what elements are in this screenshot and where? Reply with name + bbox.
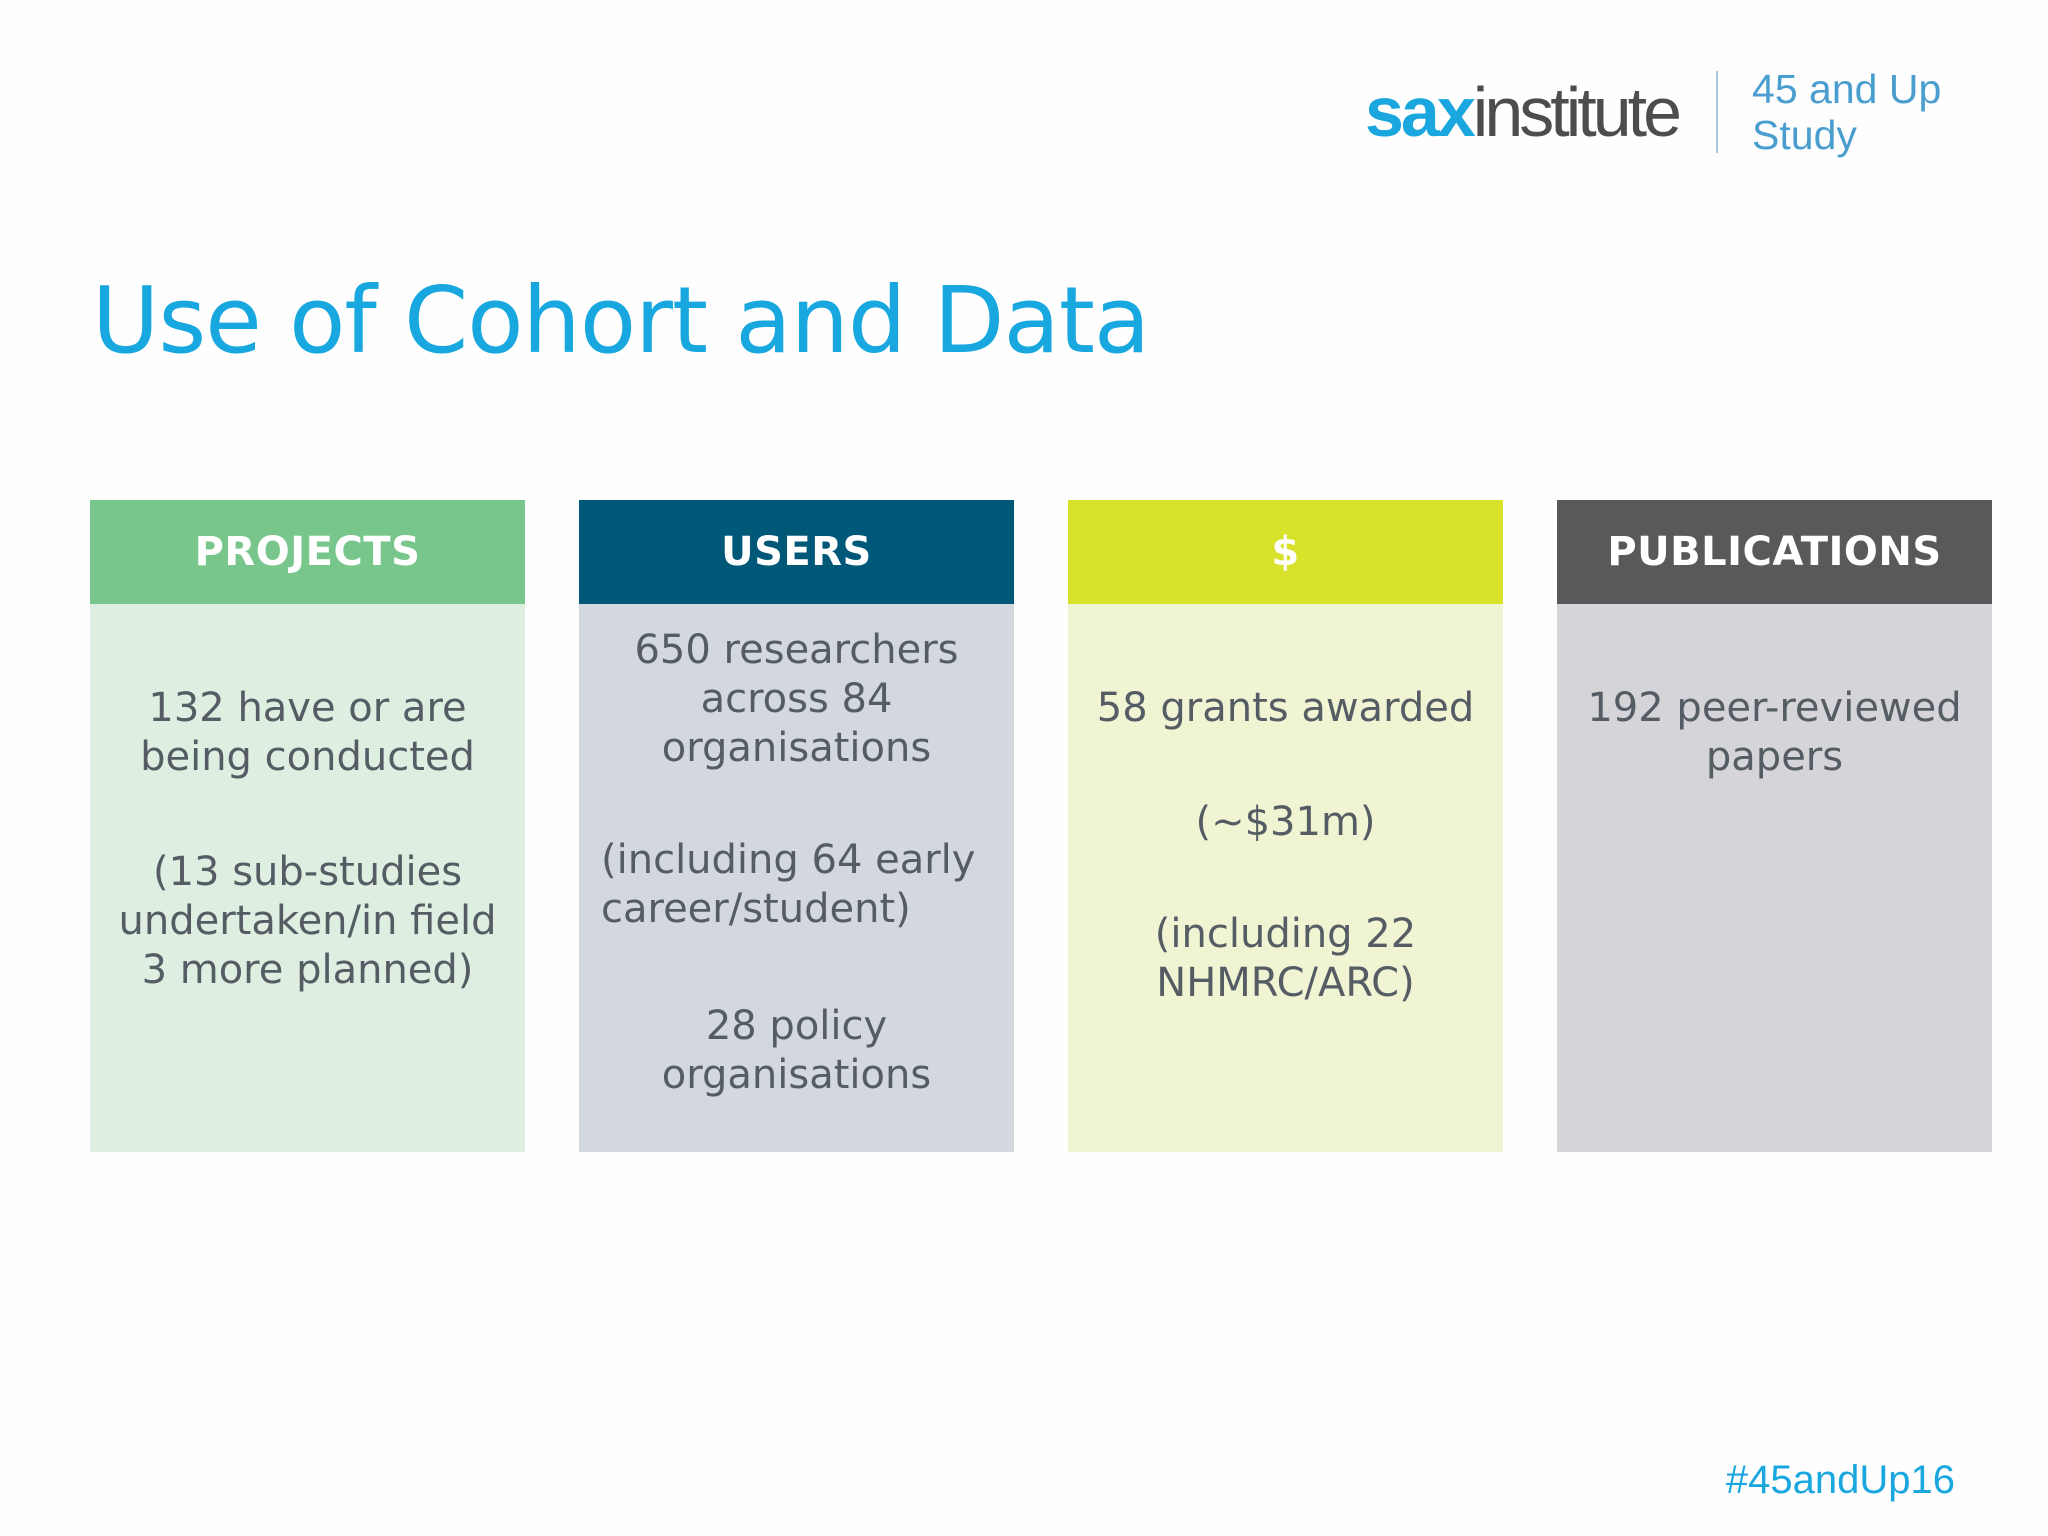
card-header-users: USERS — [579, 500, 1014, 604]
study-name-line1: 45 and Up — [1752, 66, 1942, 112]
sax-institute-logo: saxinstitute — [1365, 77, 1682, 147]
card-body-users: 650 researchers across 84 organisations … — [579, 604, 1014, 1152]
study-name-line2: Study — [1752, 112, 1857, 158]
card-header-publications: PUBLICATIONS — [1557, 500, 1992, 604]
logo-brand-bold: sax — [1365, 73, 1476, 151]
card-header-projects: PROJECTS — [90, 500, 525, 604]
logo: saxinstitute 45 and Up Study — [1365, 62, 1941, 162]
logo-brand-regular: institute — [1472, 73, 1682, 151]
hashtag: #45andUp16 — [1725, 1458, 1955, 1502]
card-dollars: $ 58 grants awarded (~$31m) (including 2… — [1068, 500, 1503, 1152]
card-text: (13 sub-studies undertaken/in field 3 mo… — [118, 849, 497, 993]
card-text: 132 have or are being conducted — [140, 685, 475, 780]
card-text: (~$31m) — [1195, 799, 1376, 845]
card-publications: PUBLICATIONS 192 peer-reviewed papers — [1557, 500, 1992, 1152]
card-header-dollars: $ — [1068, 500, 1503, 604]
stat-cards: PROJECTS 132 have or are being conducted… — [90, 500, 1992, 1152]
card-text: 192 peer-reviewed papers — [1587, 685, 1962, 780]
card-text: 58 grants awarded — [1096, 685, 1475, 731]
card-text: 650 researchers across 84 organisations — [634, 627, 959, 771]
study-name: 45 and Up Study — [1752, 66, 1941, 158]
card-users: USERS 650 researchers across 84 organisa… — [579, 500, 1014, 1152]
card-body-projects: 132 have or are being conducted (13 sub-… — [90, 604, 525, 1152]
page-title: Use of Cohort and Data — [92, 267, 1150, 374]
card-body-publications: 192 peer-reviewed papers — [1557, 604, 1992, 1152]
logo-divider — [1716, 71, 1719, 153]
card-body-dollars: 58 grants awarded (~$31m) (including 22 … — [1068, 604, 1503, 1152]
card-projects: PROJECTS 132 have or are being conducted… — [90, 500, 525, 1152]
card-text: 28 policy organisations — [661, 1003, 932, 1098]
card-text: (including 22 NHMRC/ARC) — [1154, 911, 1417, 1006]
card-text: (including 64 early career/student) — [601, 837, 976, 932]
